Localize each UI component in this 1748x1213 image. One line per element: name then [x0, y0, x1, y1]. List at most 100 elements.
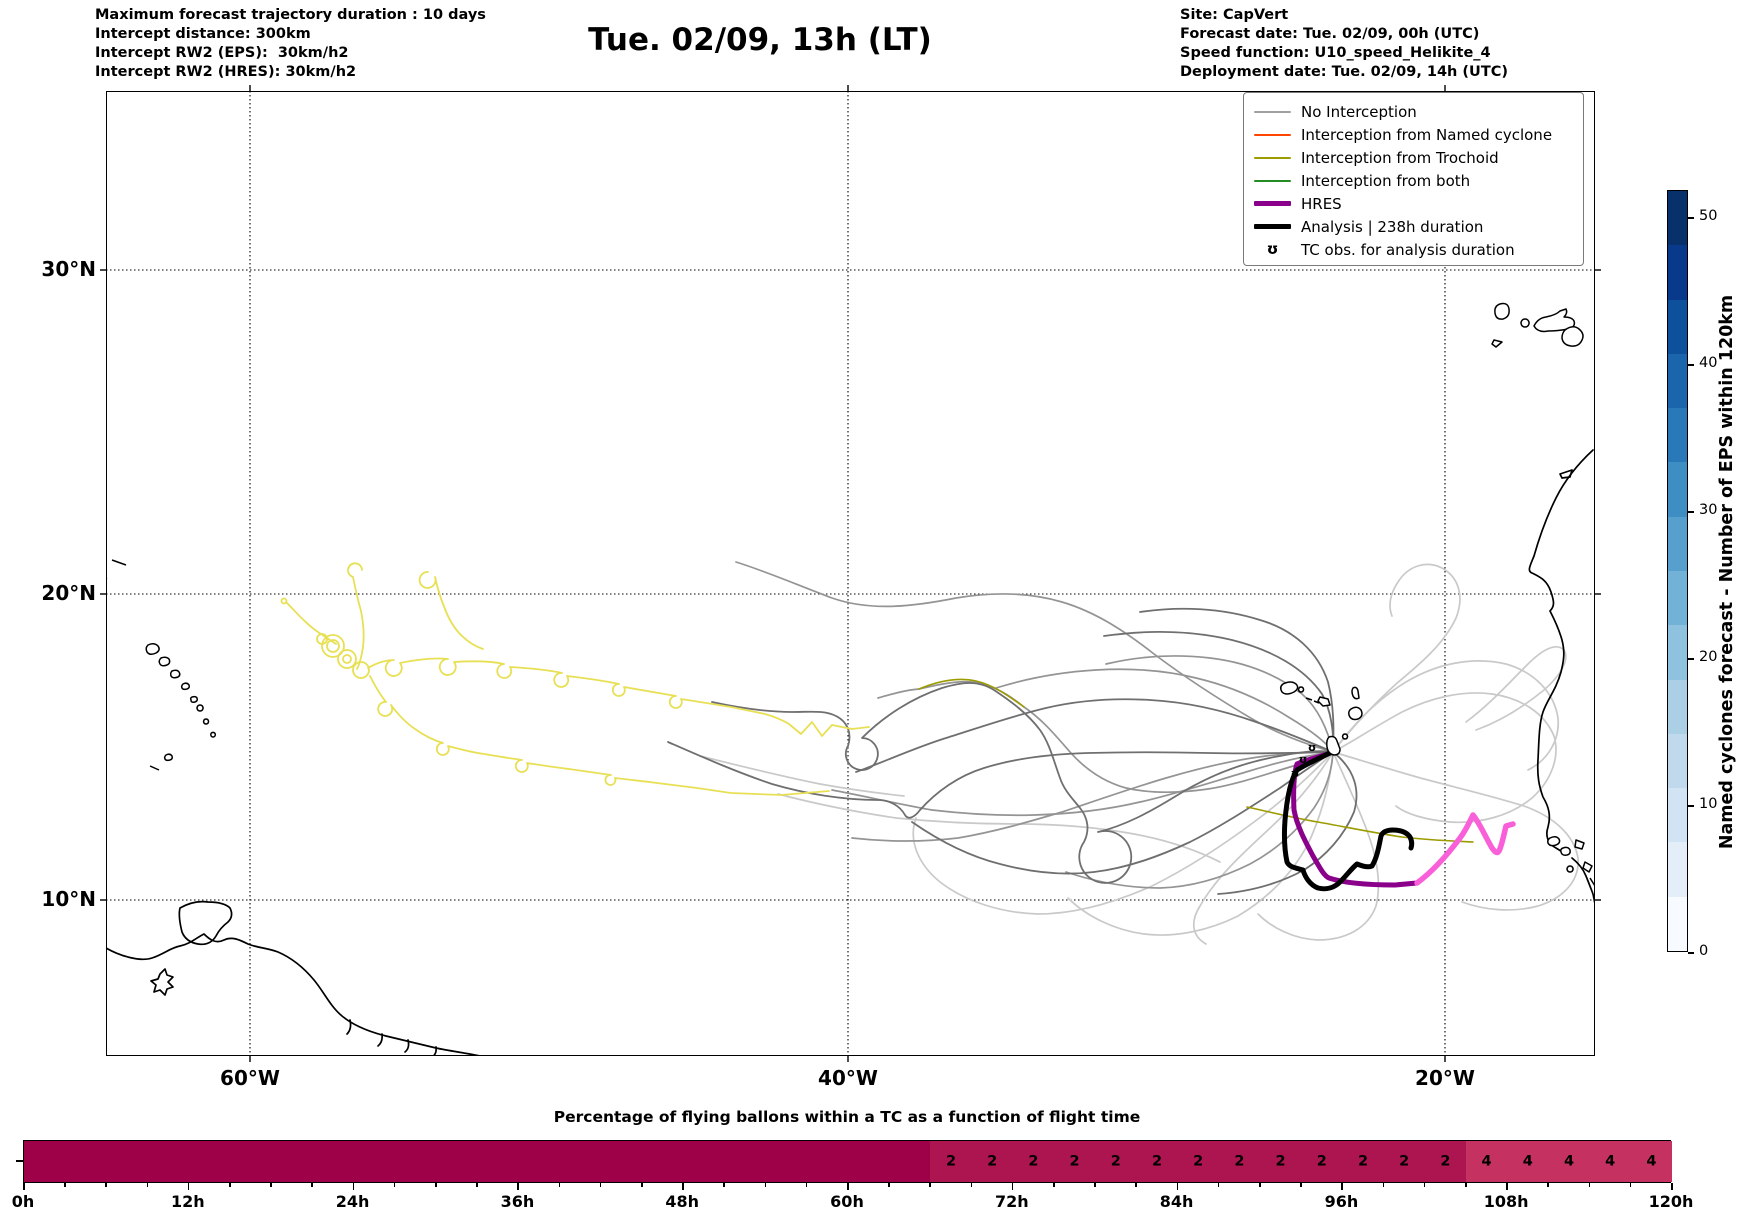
timebar-axis-label: 120h: [1648, 1192, 1694, 1211]
timebar-axis-tick: [23, 1183, 25, 1190]
island: [106, 577, 108, 580]
legend-item-label: No Interception: [1301, 102, 1417, 121]
trajectory-gray_light: [1332, 660, 1560, 771]
timebar-axis-tick: [64, 1183, 66, 1187]
coastline: [178, 900, 233, 946]
trajectory-trochoid: [369, 675, 830, 796]
timebar-cell-value: 4: [1605, 1153, 1616, 1170]
timebar-chart: 2 2 2 2 2 2 2 2 2 2 2 2 2 4 4 4 4 4: [23, 1140, 1672, 1183]
island: [1560, 846, 1571, 856]
colorbar-tick-label: 30: [1699, 502, 1718, 518]
colorbar-tick: [1688, 658, 1694, 660]
colorbar-tick: [1688, 805, 1694, 807]
timebar-axis-tick: [311, 1183, 313, 1187]
island: [1582, 861, 1593, 873]
colorbar-label: Named cyclones forecast - Number of EPS …: [1717, 294, 1737, 850]
trochoid-spiral: [321, 634, 345, 658]
coastline: [1559, 469, 1573, 479]
colorbar-step: [1668, 625, 1687, 680]
timebar-axis-label: 36h: [500, 1192, 535, 1211]
colorbar-step: [1668, 570, 1687, 626]
timebar-axis-tick: [805, 1183, 808, 1187]
trajectory-gray_dark: [1103, 631, 1335, 753]
trajectory-gray_light: [1332, 751, 1579, 911]
timebar-cell-value: 2: [1234, 1153, 1245, 1170]
trajectory-gray_dark: [711, 682, 1334, 884]
timebar-axis-tick: [558, 1183, 561, 1187]
legend-item: Interception from both: [1254, 169, 1575, 192]
island: [145, 642, 160, 656]
legend-item-label: TC obs. for analysis duration: [1301, 240, 1515, 259]
timebar-cell-value: 2: [1028, 1153, 1039, 1170]
colorbar-tick: [1688, 511, 1694, 513]
colorbar-tick: [1688, 364, 1694, 366]
tc-obs-marker: ʊ: [1308, 741, 1317, 754]
trajectory-gray_light: [912, 751, 1334, 915]
timebar-cell-value: 2: [1110, 1153, 1121, 1170]
trajectory-gray_light: [1192, 751, 1334, 945]
trajectory-gray_dark: [1217, 751, 1358, 895]
timebar-axis-tick: [1011, 1183, 1014, 1190]
legend-item: Analysis | 238h duration: [1254, 215, 1575, 238]
island: [1326, 735, 1341, 756]
colorbar-tick-label: 40: [1699, 355, 1718, 371]
legend-item-label: Interception from Named cyclone: [1301, 125, 1553, 144]
timebar-cell-value: 2: [1316, 1153, 1327, 1170]
island: [1351, 686, 1360, 700]
island: [1566, 865, 1574, 873]
legend-line-icon: [1254, 224, 1291, 229]
legend-item: ʊ TC obs. for analysis duration: [1254, 238, 1575, 261]
trajectory-hres_bright: [1414, 812, 1516, 886]
island: [169, 669, 181, 679]
timebar-axis-label: 60h: [830, 1192, 864, 1211]
island: [180, 682, 190, 691]
timebar-axis-tick: [1176, 1183, 1179, 1190]
timebar-segment: [1466, 1141, 1672, 1182]
timebar-cell-value: 4: [1481, 1153, 1492, 1170]
coastline: [404, 1039, 410, 1053]
island: [1341, 733, 1349, 740]
lon-label: 60°W: [220, 1066, 280, 1090]
timebar-axis-tick: [476, 1183, 478, 1187]
island: [163, 753, 173, 762]
trajectory-gray_light: [777, 793, 1221, 863]
timebar-axis-label: 12h: [170, 1192, 205, 1211]
timebar-axis-tick: [1465, 1183, 1467, 1187]
timebar-axis-tick: [229, 1183, 231, 1187]
timebar-axis-tick: [105, 1183, 107, 1187]
timebar-cell-value: 2: [945, 1153, 957, 1170]
timebar-axis-tick: [1547, 1183, 1549, 1187]
timebar-axis-label: 24h: [335, 1192, 370, 1211]
timebar-axis-tick: [352, 1183, 355, 1190]
lat-label: 20°N: [41, 581, 96, 605]
island: [1317, 696, 1331, 707]
colorbar: [1667, 190, 1688, 952]
island: [1494, 302, 1510, 320]
timebar-axis-label: 96h: [1324, 1192, 1359, 1211]
timebar-cell-value: 2: [1275, 1153, 1286, 1170]
island: [1313, 700, 1320, 704]
trochoid-spiral: [316, 633, 328, 645]
island: [1520, 318, 1530, 328]
timebar-cell-value: 2: [1193, 1153, 1204, 1170]
lon-label: 20°W: [1415, 1066, 1475, 1090]
colorbar-step: [1668, 191, 1687, 246]
trochoid-spiral: [280, 597, 288, 605]
island: [1533, 308, 1576, 333]
trajectory-trochoid: [347, 562, 365, 670]
timebar-axis-tick: [1671, 1183, 1673, 1190]
lat-label: 30°N: [41, 257, 96, 281]
tc-obs-marker: ʊ: [1299, 753, 1308, 766]
timebar-axis-tick: [847, 1183, 849, 1190]
trajectory-gray_mid: [877, 680, 1334, 794]
timebar-axis-tick: [393, 1183, 396, 1187]
map-content-layer: ʊʊʊ: [106, 302, 1595, 1056]
timebar-axis-tick: [641, 1183, 643, 1187]
timebar-cell-value: 2: [987, 1153, 998, 1170]
timebar-axis-tick: [1341, 1183, 1343, 1190]
timebar-axis-tick: [1217, 1183, 1220, 1187]
trajectory-gray_dark: [1139, 607, 1335, 753]
colorbar-step: [1668, 299, 1687, 354]
